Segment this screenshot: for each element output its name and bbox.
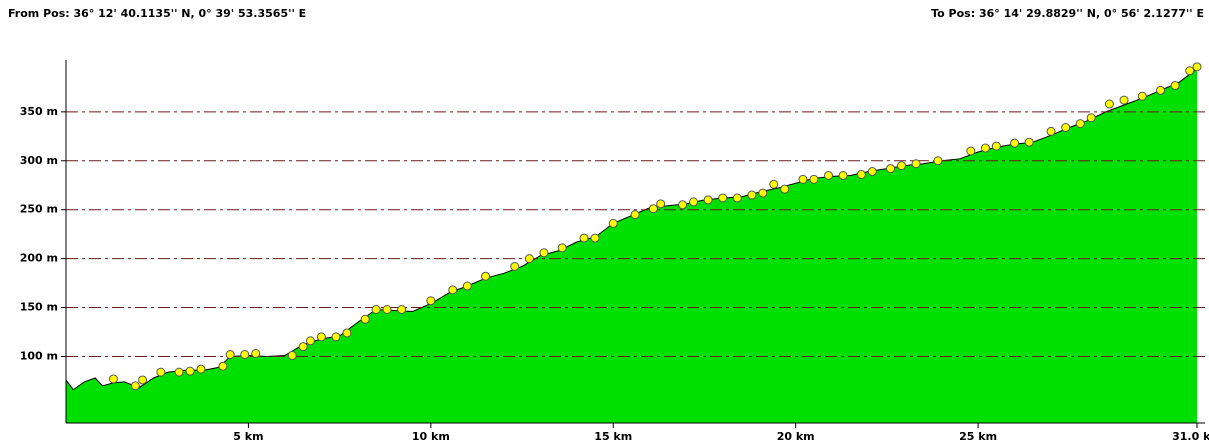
waypoint xyxy=(896,161,906,171)
waypoint xyxy=(524,254,534,264)
waypoint xyxy=(382,305,392,315)
x-tick-label: 25 km xyxy=(959,430,997,443)
waypoint xyxy=(462,281,472,291)
waypoint xyxy=(590,233,600,243)
waypoint xyxy=(798,174,808,184)
waypoint xyxy=(809,174,819,184)
y-tick-label: 250 m xyxy=(20,203,58,216)
waypoint xyxy=(656,199,666,209)
waypoint xyxy=(287,350,297,360)
waypoint xyxy=(342,328,352,338)
x-tick-label: 20 km xyxy=(777,430,815,443)
waypoint xyxy=(539,248,549,258)
waypoint xyxy=(648,204,658,214)
waypoint xyxy=(138,375,148,385)
y-tick-label: 350 m xyxy=(20,105,58,118)
waypoint xyxy=(510,261,520,271)
waypoint xyxy=(557,243,567,253)
waypoint xyxy=(718,193,728,203)
waypoint xyxy=(331,332,341,342)
waypoint xyxy=(703,195,713,205)
waypoint xyxy=(360,314,370,324)
waypoint xyxy=(824,170,834,180)
y-tick-label: 300 m xyxy=(20,154,58,167)
waypoint xyxy=(240,350,250,360)
waypoint xyxy=(933,156,943,166)
waypoint xyxy=(608,218,618,228)
waypoint xyxy=(397,305,407,315)
waypoint xyxy=(481,271,491,281)
waypoint xyxy=(747,190,757,200)
waypoint xyxy=(579,233,589,243)
waypoint xyxy=(298,342,308,352)
waypoint xyxy=(185,366,195,376)
waypoint xyxy=(689,197,699,207)
x-tick-label: 10 km xyxy=(412,430,450,443)
terrain-area xyxy=(66,68,1197,423)
waypoint xyxy=(316,332,326,342)
waypoint xyxy=(838,170,848,180)
waypoint xyxy=(305,336,315,346)
waypoint xyxy=(980,143,990,153)
waypoint xyxy=(371,305,381,315)
waypoint xyxy=(1075,119,1085,129)
waypoint xyxy=(1010,138,1020,148)
waypoint xyxy=(1185,66,1195,76)
waypoint xyxy=(769,179,779,189)
waypoint xyxy=(758,188,768,198)
waypoint xyxy=(911,159,921,169)
waypoint xyxy=(108,374,118,384)
waypoint xyxy=(225,350,235,360)
waypoint xyxy=(1061,123,1071,133)
waypoint xyxy=(1192,62,1202,72)
to-position: To Pos: 36° 14' 29.8829'' N, 0° 56' 2.12… xyxy=(931,7,1204,20)
waypoint xyxy=(1086,113,1096,123)
x-tick-label: 15 km xyxy=(594,430,632,443)
waypoint xyxy=(196,364,206,374)
y-tick-label: 200 m xyxy=(20,252,58,265)
y-tick-label: 150 m xyxy=(20,301,58,314)
waypoint xyxy=(448,285,458,295)
waypoint xyxy=(1104,99,1114,109)
waypoint xyxy=(630,210,640,220)
waypoint xyxy=(1156,85,1166,95)
waypoint xyxy=(218,361,228,371)
waypoint xyxy=(780,184,790,194)
waypoint xyxy=(1119,95,1129,105)
waypoint xyxy=(867,167,877,177)
waypoint xyxy=(130,381,140,391)
waypoint xyxy=(732,193,742,203)
x-tick-label: 31.0 km xyxy=(1172,430,1209,443)
x-tick-label: 5 km xyxy=(233,430,263,443)
waypoint xyxy=(156,367,166,377)
waypoint xyxy=(174,367,184,377)
waypoint xyxy=(991,141,1001,151)
waypoint xyxy=(1024,137,1034,147)
waypoint xyxy=(886,164,896,174)
waypoint xyxy=(678,200,688,210)
waypoint xyxy=(856,169,866,179)
from-position: From Pos: 36° 12' 40.1135'' N, 0° 39' 53… xyxy=(8,7,306,20)
waypoint xyxy=(251,349,261,359)
waypoint xyxy=(1046,126,1056,136)
waypoint xyxy=(1137,91,1147,101)
waypoint xyxy=(1170,80,1180,90)
waypoint xyxy=(966,146,976,156)
waypoint xyxy=(426,296,436,306)
y-tick-label: 100 m xyxy=(20,349,58,362)
